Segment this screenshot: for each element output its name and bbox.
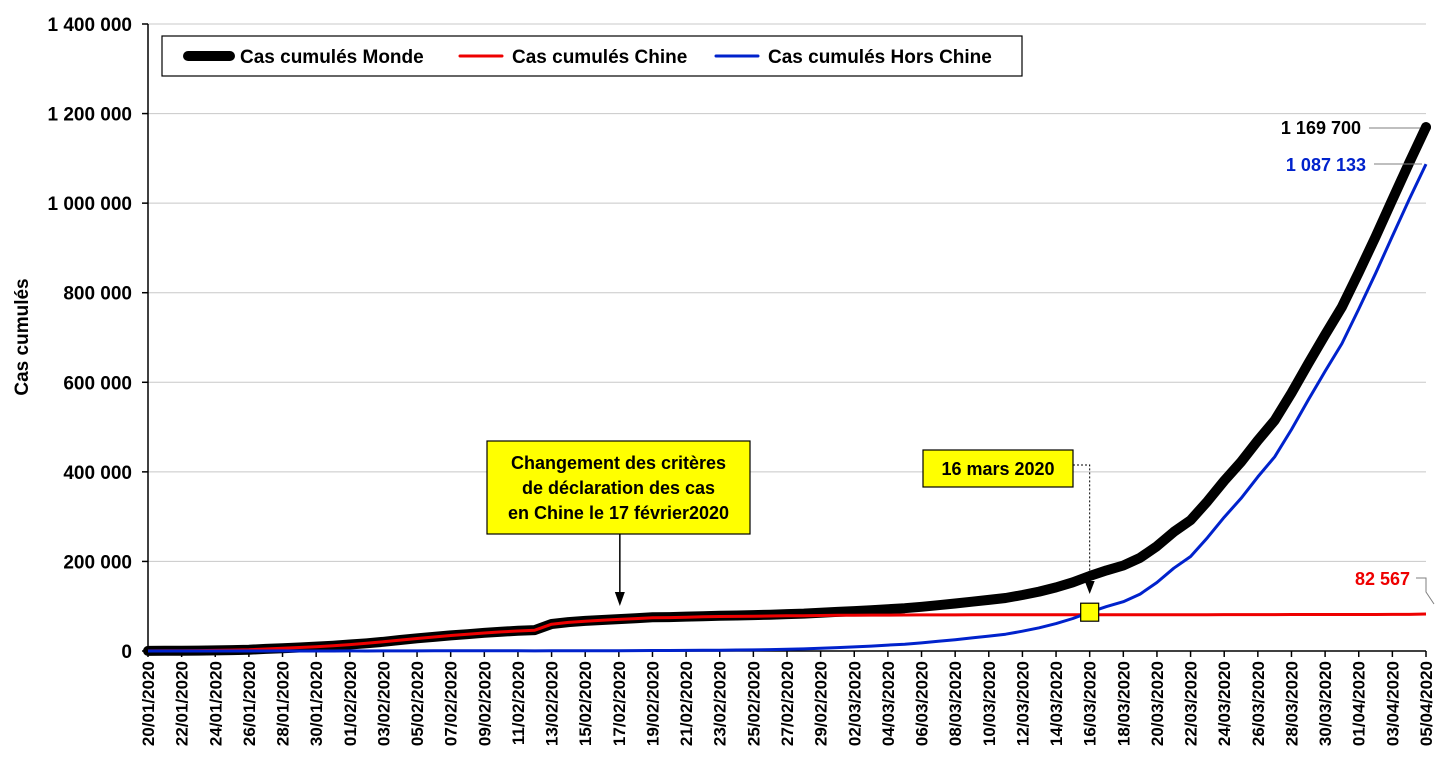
x-tick-label: 17/02/2020 [610,661,629,746]
series-line-monde [143,122,1431,656]
x-tick-label: 04/03/2020 [879,661,898,746]
legend-box [161,35,1023,77]
y-tick-label: 1 400 000 [47,15,132,36]
x-tick-label: 26/01/2020 [240,661,259,746]
x-tick-label: 25/02/2020 [744,661,763,746]
x-tick-label: 11/02/2020 [509,661,528,745]
annotations: Changement des critères de déclaration de… [486,440,1100,622]
x-tick-label: 12/03/2020 [1013,661,1032,746]
x-tick-label: 05/04/2020 [1417,661,1436,746]
y-tick-label: 1 200 000 [47,105,132,126]
x-tick-label: 15/02/2020 [576,661,595,746]
x-tick-label: 24/03/2020 [1215,661,1234,746]
end-label-chine: 82 567 [1355,569,1410,589]
x-tick-label: 22/01/2020 [173,661,192,746]
y-tick-label: 400 000 [63,463,132,484]
x-tick-label: 29/02/2020 [812,661,831,746]
annotation-leader [1073,464,1091,583]
legend: Cas cumulés Monde Cas cumulés Chine Cas cu… [161,35,1023,77]
end-label-hors-chine: 1 087 133 [1286,155,1366,175]
x-tick-label: 28/03/2020 [1282,661,1301,746]
axes [147,24,1426,652]
x-tick-label: 01/04/2020 [1350,661,1369,746]
x-tick-label: 14/03/2020 [1047,661,1066,746]
annotation-box [486,440,751,535]
annotation-text: en Chine le 17 février2020 [508,503,729,523]
x-tick-label: 26/03/2020 [1249,661,1268,746]
x-tick-label: 06/03/2020 [913,661,932,746]
annotation-text: de déclaration des cas [522,478,715,498]
grid-lines [142,23,1427,657]
x-tick-label: 16/03/2020 [1081,661,1100,746]
y-tick-label: 0 [121,642,132,663]
annotation-text: 16 mars 2020 [941,459,1054,479]
x-tick-label: 24/01/2020 [206,661,225,746]
legend-label: Cas cumulés Hors Chine [768,47,992,68]
x-tick-label: 23/02/2020 [711,661,730,746]
x-tick-label: 03/02/2020 [374,661,393,746]
x-tick-label: 05/02/2020 [408,661,427,746]
x-tick-label: 10/03/2020 [980,661,999,746]
x-tick-label: 30/01/2020 [307,661,326,746]
series-line-hors-chine [148,163,1428,653]
end-label-monde: 1 169 700 [1281,118,1361,138]
y-tick-label: 600 000 [63,373,132,394]
x-tick-label: 28/01/2020 [274,661,293,746]
x-tick-label: 18/03/2020 [1114,661,1133,746]
annotation-arrow-head [614,592,625,606]
x-tick-label: 01/02/2020 [341,661,360,746]
x-tick-label: 20/03/2020 [1148,661,1167,746]
y-tick-labels: 0 200 000 400 000 600 000 800 000 1 000 000 1 … [47,15,132,663]
annotation-arrow-head [1084,581,1095,594]
y-tick-label: 1 000 000 [47,194,132,215]
crossover-marker [1080,602,1100,622]
y-axis-title: Cas cumulés [12,278,33,395]
x-tick-label: 22/03/2020 [1182,661,1201,746]
annotation-text: Changement des critères [511,453,726,473]
x-tick-label: 03/04/2020 [1383,661,1402,746]
end-labels: 1 169 700 1 087 133 82 567 [1281,118,1435,605]
annotation-criteres: Changement des critères de déclaration de… [486,440,751,606]
x-tick-label: 30/03/2020 [1316,661,1335,746]
x-tick-label: 19/02/2020 [643,661,662,746]
legend-items: Cas cumulés Monde Cas cumulés Chine Cas cu… [183,47,992,68]
x-tick-label: 20/01/2020 [139,661,158,746]
series-endpoint-monde [1421,122,1431,133]
x-tick-label: 09/02/2020 [475,661,494,746]
x-tick-label: 07/02/2020 [442,661,461,746]
x-tick-labels: 20/01/2020 22/01/2020 24/01/2020 26/01/2020… [139,661,1436,746]
x-tick-label: 27/02/2020 [778,661,797,746]
x-tick-label: 08/03/2020 [946,661,965,746]
series-line-chine [147,612,1427,653]
annotation-mars16: 16 mars 2020 [922,449,1100,622]
legend-label: Cas cumulés Chine [512,47,687,68]
x-tick-label: 02/03/2020 [845,661,864,746]
y-tick-label: 200 000 [63,552,132,573]
annotation-box [922,449,1074,488]
series-lines [143,122,1431,656]
end-label-leader [1416,577,1435,605]
x-tick-label: 21/02/2020 [677,661,696,746]
x-tick-label: 13/02/2020 [543,661,562,746]
legend-label: Cas cumulés Monde [240,47,424,68]
y-tick-label: 800 000 [63,284,132,305]
